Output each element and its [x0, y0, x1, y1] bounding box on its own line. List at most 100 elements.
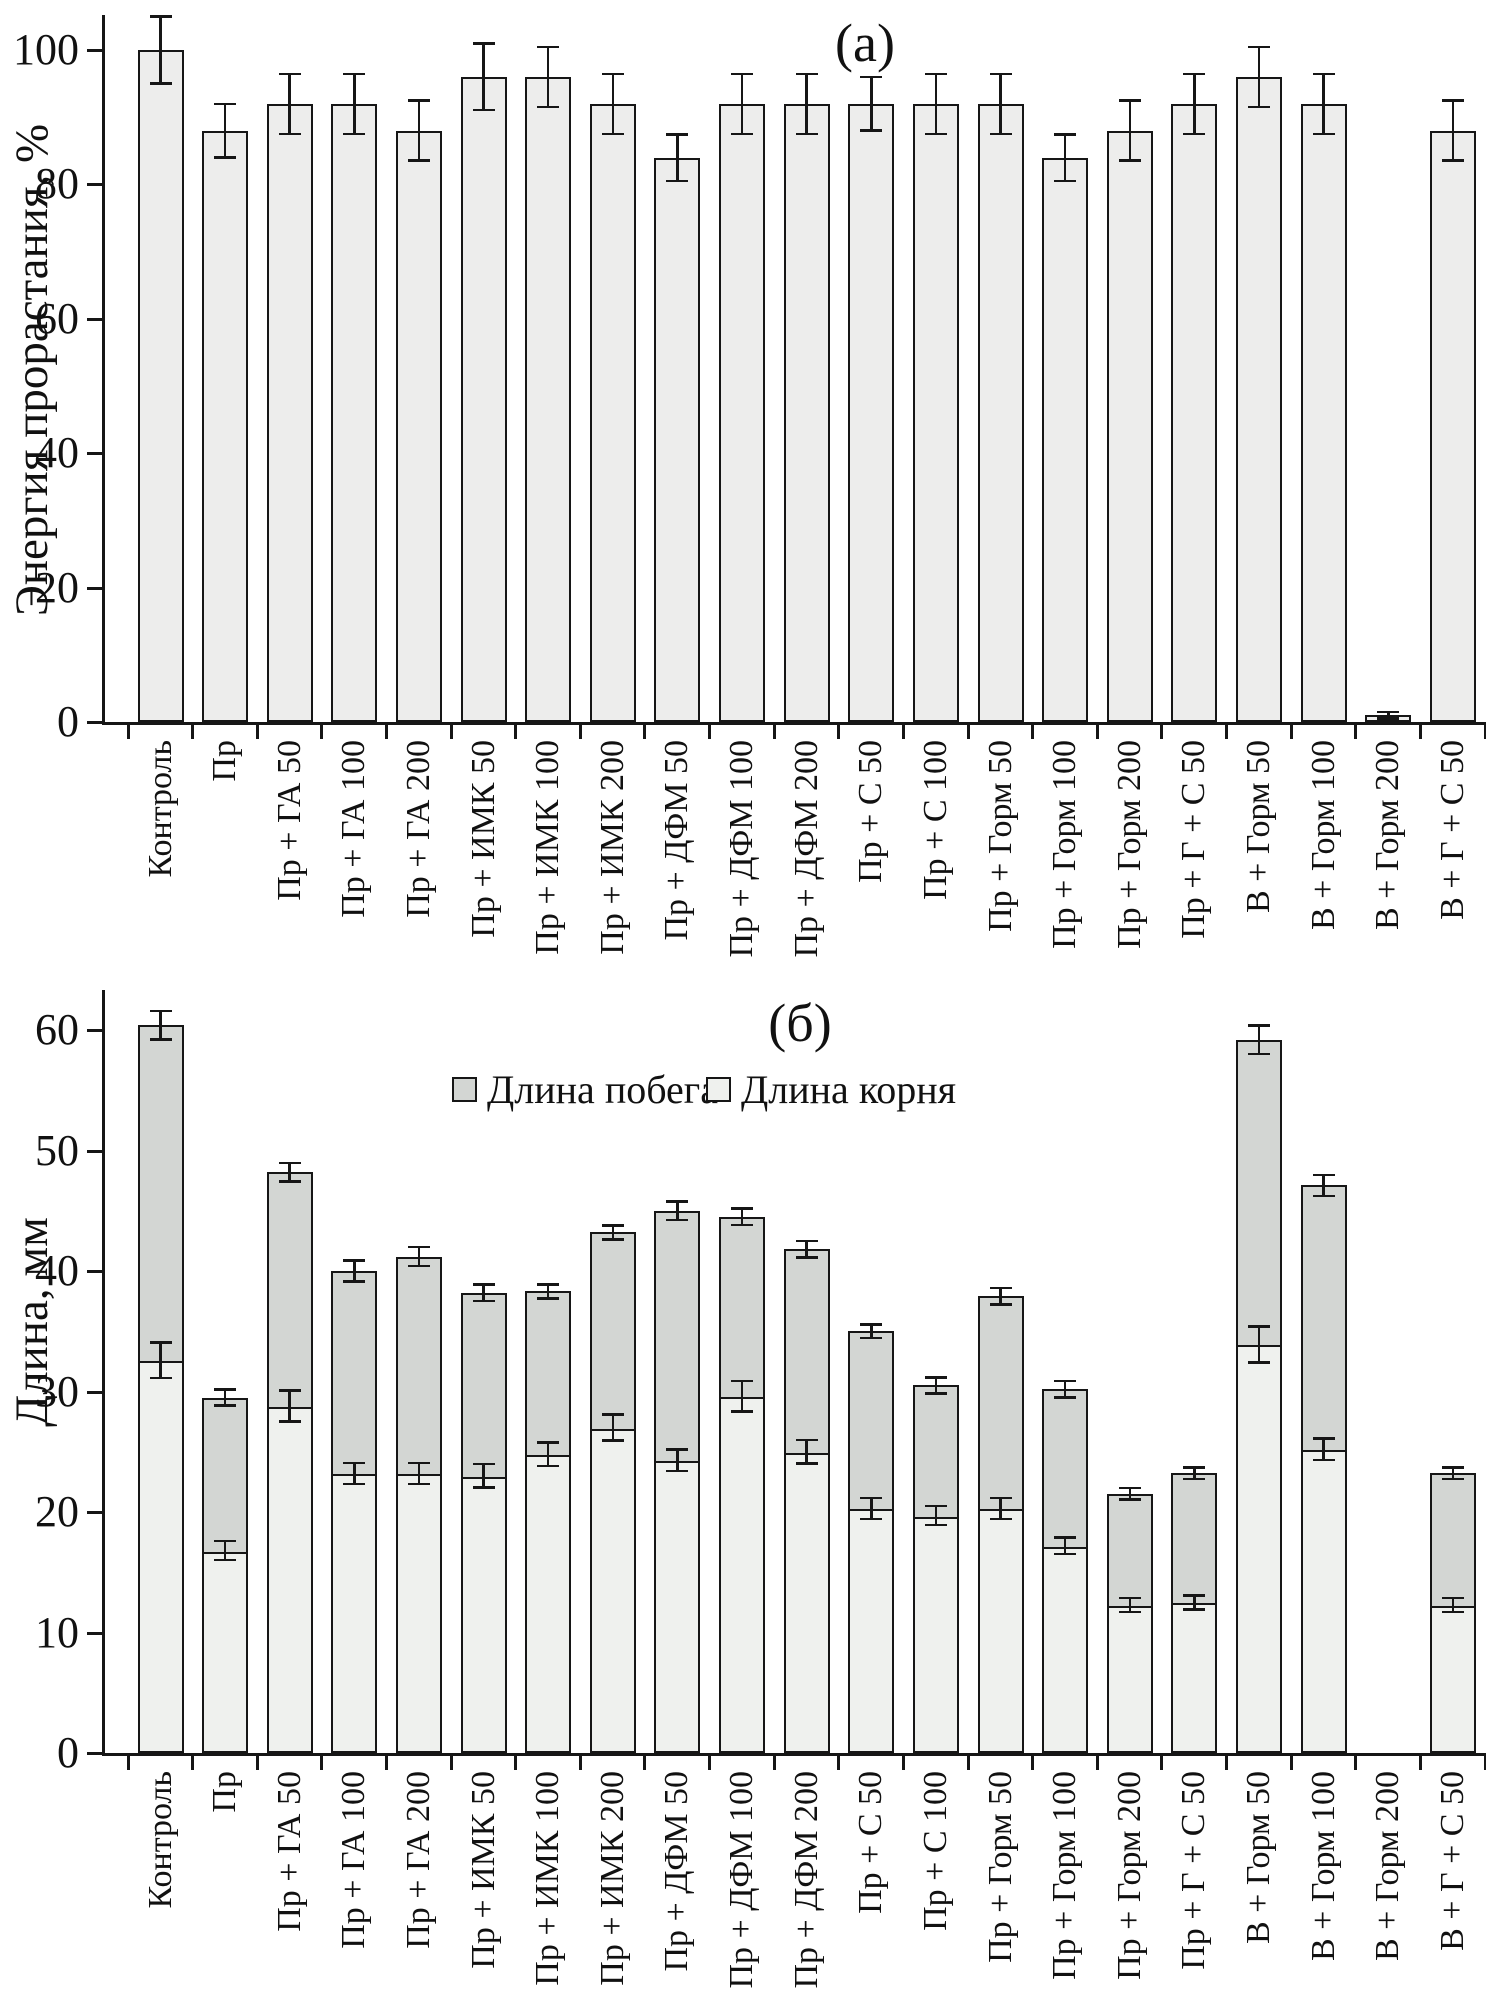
y-tick-label: 0 — [57, 697, 79, 746]
error-bar-cap — [214, 102, 237, 106]
error-bar-cap — [149, 1341, 172, 1344]
x-axis-tick — [901, 725, 905, 739]
bar — [137, 50, 184, 722]
error-bar-cap — [731, 1207, 754, 1210]
error-bar-cap — [666, 1200, 689, 1203]
category-label: Пр + ИМК 200 — [593, 1771, 631, 1986]
error-bar-cap — [860, 129, 883, 132]
error-bar-cap — [601, 132, 624, 135]
category-label: Пр + ИМК 50 — [464, 1771, 502, 1969]
y-tick-label: 40 — [35, 1246, 79, 1295]
category-label: Пр + ГА 100 — [335, 1771, 373, 1949]
y-axis-tick — [87, 317, 102, 321]
bar-shoot-segment — [1300, 1185, 1347, 1453]
y-axis-tick — [87, 1631, 102, 1635]
error-bar-cap — [601, 1238, 624, 1241]
bar-shoot-segment — [1106, 1493, 1153, 1608]
y-axis-tick — [87, 1390, 102, 1394]
category-label: В + Г + С 50 — [1433, 740, 1471, 920]
y-axis-tick — [87, 1752, 102, 1755]
legend-root-label: Длина корня — [741, 1067, 957, 1112]
error-bar — [417, 1462, 421, 1485]
error-bar-cap — [860, 75, 883, 79]
error-bar-cap — [1118, 1596, 1141, 1600]
x-axis-tick — [578, 725, 582, 739]
x-axis-tick — [1095, 1756, 1099, 1770]
error-bar-cap — [989, 72, 1012, 76]
error-bar-cap — [795, 1438, 818, 1442]
error-bar-cap — [1312, 132, 1335, 135]
category-label: Пр + ГА 50 — [270, 1771, 308, 1932]
x-axis-tick — [708, 1756, 712, 1770]
category-label: Пр — [206, 1771, 244, 1813]
error-bar-cap — [1441, 1477, 1464, 1481]
category-label: В + Горм 200 — [1369, 1771, 1407, 1962]
bar — [395, 130, 442, 722]
error-bar-cap — [666, 1469, 689, 1473]
error-bar-cap — [1248, 105, 1271, 109]
error-bar-cap — [731, 1379, 754, 1383]
error-bar — [1063, 1537, 1067, 1555]
error-bar-cap — [1054, 179, 1077, 183]
x-axis-tick — [1225, 1756, 1229, 1770]
category-label: Пр + ГА 100 — [335, 740, 373, 918]
legend-shoot-label: Длина побега — [487, 1067, 718, 1112]
error-bar — [740, 1208, 744, 1226]
y-tick-label: 100 — [13, 25, 79, 74]
error-bar — [1322, 1438, 1325, 1461]
error-bar-cap — [795, 1462, 818, 1465]
x-axis-tick — [449, 725, 453, 739]
bar-root-segment — [202, 1550, 249, 1753]
error-bar — [1322, 1174, 1325, 1197]
bar-shoot-segment — [654, 1210, 701, 1464]
bar — [719, 103, 766, 722]
error-bar — [482, 1463, 485, 1488]
x-axis-tick — [255, 1756, 259, 1770]
category-label: Пр + С 50 — [852, 1771, 890, 1914]
error-bar — [1193, 73, 1196, 134]
error-bar — [1257, 1326, 1261, 1363]
error-bar — [288, 1390, 291, 1422]
error-bar-cap — [1248, 1361, 1271, 1364]
error-bar-cap — [343, 1280, 366, 1283]
category-label: Пр + С 100 — [916, 740, 954, 900]
bar-root-segment — [654, 1460, 701, 1753]
error-bar — [1128, 1597, 1132, 1612]
error-bar-cap — [1054, 1379, 1077, 1383]
x-axis-tick — [1354, 1756, 1358, 1770]
bar-shoot-segment — [331, 1271, 378, 1477]
panel-b-title: (б) — [768, 993, 832, 1053]
error-bar — [1128, 1487, 1132, 1500]
y-axis-tick — [87, 1029, 102, 1032]
x-axis-tick — [255, 725, 259, 739]
error-bar-cap — [1118, 1498, 1141, 1501]
bar — [331, 103, 378, 722]
bar-root-segment — [266, 1405, 313, 1753]
bar-root-segment — [1300, 1449, 1347, 1753]
error-bar-cap — [1441, 159, 1464, 162]
legend-item-root: Длина корня — [706, 1066, 956, 1113]
error-bar — [611, 1225, 615, 1240]
error-bar-cap — [407, 159, 430, 162]
bar-root-segment — [1042, 1545, 1089, 1753]
error-bar — [870, 1497, 873, 1520]
legend-item-shoot: Длина побега — [452, 1066, 718, 1113]
error-bar-cap — [407, 1482, 430, 1486]
y-axis-tick — [87, 1149, 102, 1153]
error-bar-cap — [666, 133, 689, 136]
error-bar — [999, 1497, 1002, 1520]
error-bar-cap — [1183, 1594, 1206, 1597]
x-axis-tick — [320, 725, 324, 739]
error-bar-cap — [537, 1283, 560, 1286]
error-bar — [1257, 46, 1261, 108]
error-bar-cap — [472, 108, 495, 112]
error-bar — [870, 1324, 873, 1339]
error-bar-cap — [1441, 1610, 1464, 1613]
category-label: Пр + ДФМ 100 — [723, 740, 761, 958]
error-bar-cap — [214, 1539, 237, 1543]
error-bar-cap — [278, 72, 301, 76]
bar-shoot-segment — [1236, 1039, 1283, 1348]
error-bar-cap — [537, 1464, 560, 1468]
error-bar-cap — [1118, 1610, 1141, 1613]
category-label: Пр + Горм 100 — [1046, 1771, 1084, 1980]
